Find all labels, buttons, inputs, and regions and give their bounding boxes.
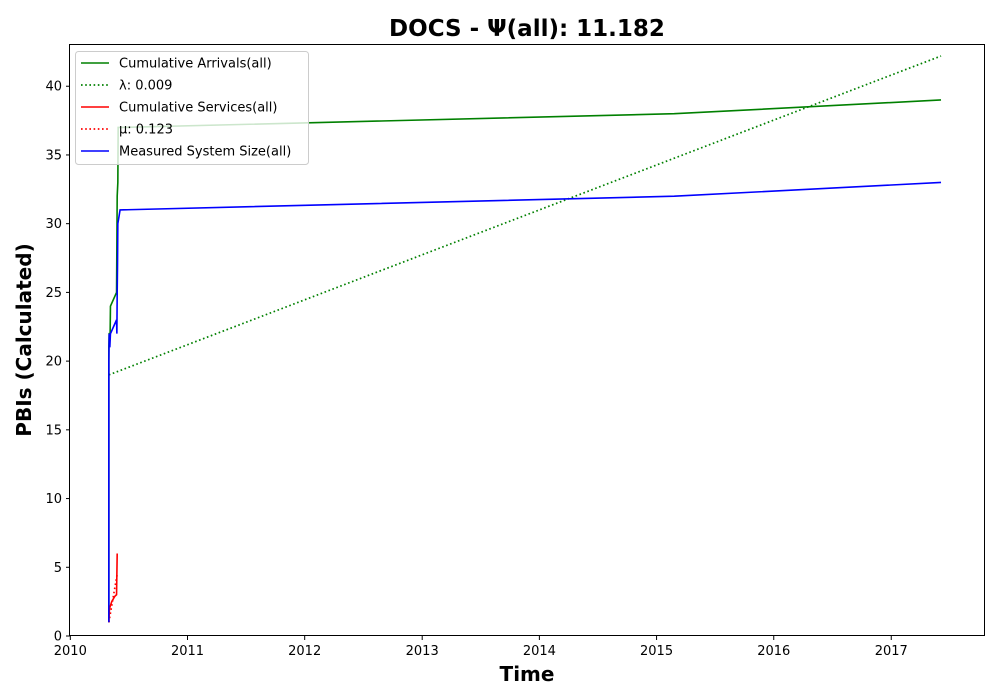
x-tick-label: 2012 xyxy=(288,644,321,659)
legend-label: Measured System Size(all) xyxy=(119,145,291,160)
legend-label: Cumulative Arrivals(all) xyxy=(119,57,272,72)
x-tick-label: 2014 xyxy=(523,644,556,659)
x-axis: 2010 2011 2012 2013 2014 2015 2016 2017 xyxy=(54,636,908,659)
y-tick-label: 15 xyxy=(45,423,62,438)
x-tick-label: 2016 xyxy=(757,644,790,659)
series-line-1 xyxy=(108,99,942,623)
legend-label: λ: 0.009 xyxy=(119,79,172,94)
x-tick-label: 2015 xyxy=(640,644,673,659)
x-tick-label: 2013 xyxy=(406,644,439,659)
x-tick-label: 2017 xyxy=(875,644,908,659)
x-tick-label: 2010 xyxy=(54,644,87,659)
y-axis: 0 5 10 15 20 25 30 35 40 xyxy=(45,80,70,645)
legend-box xyxy=(75,51,309,165)
y-tick-label: 40 xyxy=(45,80,62,95)
series-line-5 xyxy=(108,181,942,623)
series-line-3 xyxy=(108,553,118,623)
y-tick-label: 0 xyxy=(54,630,62,645)
y-tick-label: 25 xyxy=(45,286,62,301)
y-tick-label: 5 xyxy=(54,561,62,576)
y-tick-label: 35 xyxy=(45,148,62,163)
y-tick-label: 20 xyxy=(45,355,62,370)
series-line-2 xyxy=(108,55,942,376)
legend-label: μ: 0.123 xyxy=(119,123,173,138)
chart-title: DOCS - Ψ(all): 11.182 xyxy=(389,16,665,42)
y-tick-label: 30 xyxy=(45,217,62,232)
y-axis-label: PBIs (Calculated) xyxy=(12,243,36,436)
plot-frame xyxy=(69,44,985,636)
x-tick-label: 2011 xyxy=(171,644,204,659)
legend: Cumulative Arrivals(all) λ: 0.009 Cumulati… xyxy=(75,51,309,165)
legend-label: Cumulative Services(all) xyxy=(119,101,277,116)
y-tick-label: 10 xyxy=(45,492,62,507)
x-axis-label: Time xyxy=(500,662,555,686)
